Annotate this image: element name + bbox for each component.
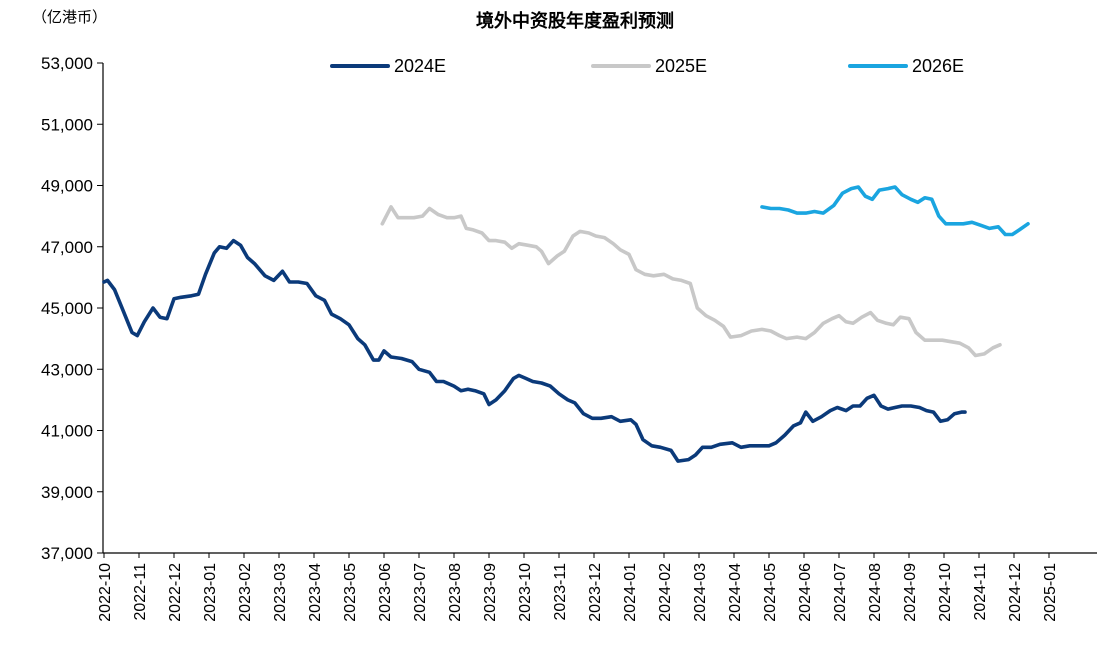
x-tick-label: 2023-07 <box>412 563 429 622</box>
legend-label-2026E: 2026E <box>912 56 964 76</box>
y-tick-label: 51,000 <box>41 115 93 134</box>
chart-legend: 2024E 2025E 2026E <box>330 56 964 76</box>
x-tick-label: 2023-10 <box>517 563 534 622</box>
chart-title: 境外中资股年度盈利预测 <box>476 10 674 32</box>
x-tick-label: 2024-04 <box>727 563 744 622</box>
x-tick-label: 2022-10 <box>97 563 114 622</box>
x-tick-label: 2023-12 <box>587 563 604 622</box>
y-tick-label: 53,000 <box>41 54 93 73</box>
x-tick-label: 2023-05 <box>342 563 359 622</box>
x-tick-label: 2023-11 <box>552 563 569 621</box>
x-tick-label: 2025-01 <box>1042 563 1059 622</box>
x-tick-label: 2022-11 <box>132 563 149 621</box>
series-line-2025E <box>380 205 1002 358</box>
x-tick-label: 2024-08 <box>867 563 884 622</box>
x-tick-label: 2024-12 <box>1007 563 1024 622</box>
x-tick-label: 2023-09 <box>482 563 499 622</box>
x-tick-label: 2024-05 <box>762 563 779 622</box>
y-tick-label: 49,000 <box>41 177 93 196</box>
series-layer <box>102 185 1030 463</box>
y-tick-label: 43,000 <box>41 360 93 379</box>
y-tick-label: 37,000 <box>41 544 93 563</box>
x-tick-label: 2023-08 <box>447 563 464 622</box>
y-tick-label: 41,000 <box>41 422 93 441</box>
x-tick-label: 2024-09 <box>902 563 919 622</box>
legend-label-2025E: 2025E <box>655 56 707 76</box>
legend-label-2024E: 2024E <box>394 56 446 76</box>
x-tick-label: 2023-02 <box>237 563 254 622</box>
x-tick-label: 2023-03 <box>272 563 289 622</box>
chart-axes: 37,000 39,000 41,000 43,000 45,000 47,000 49,0… <box>41 54 1097 622</box>
x-tick-label: 2023-06 <box>377 563 394 622</box>
series-line-2026E <box>760 185 1030 237</box>
y-tick-label: 45,000 <box>41 299 93 318</box>
x-tick-label: 2022-12 <box>167 563 184 622</box>
y-tick-label: 39,000 <box>41 483 93 502</box>
x-tick-label: 2024-01 <box>622 563 639 622</box>
series-line-2024E <box>102 238 967 463</box>
x-tick-label: 2024-11 <box>972 563 989 621</box>
x-tick-label: 2024-03 <box>692 563 709 622</box>
x-tick-label: 2024-02 <box>657 563 674 622</box>
x-tick-label: 2024-07 <box>832 563 849 622</box>
chart-unit-label: （亿港币） <box>32 8 107 26</box>
x-tick-label: 2024-10 <box>937 563 954 622</box>
x-tick-label: 2023-04 <box>307 563 324 622</box>
x-tick-label: 2023-01 <box>202 563 219 622</box>
y-tick-label: 47,000 <box>41 238 93 257</box>
x-tick-label: 2024-06 <box>797 563 814 622</box>
